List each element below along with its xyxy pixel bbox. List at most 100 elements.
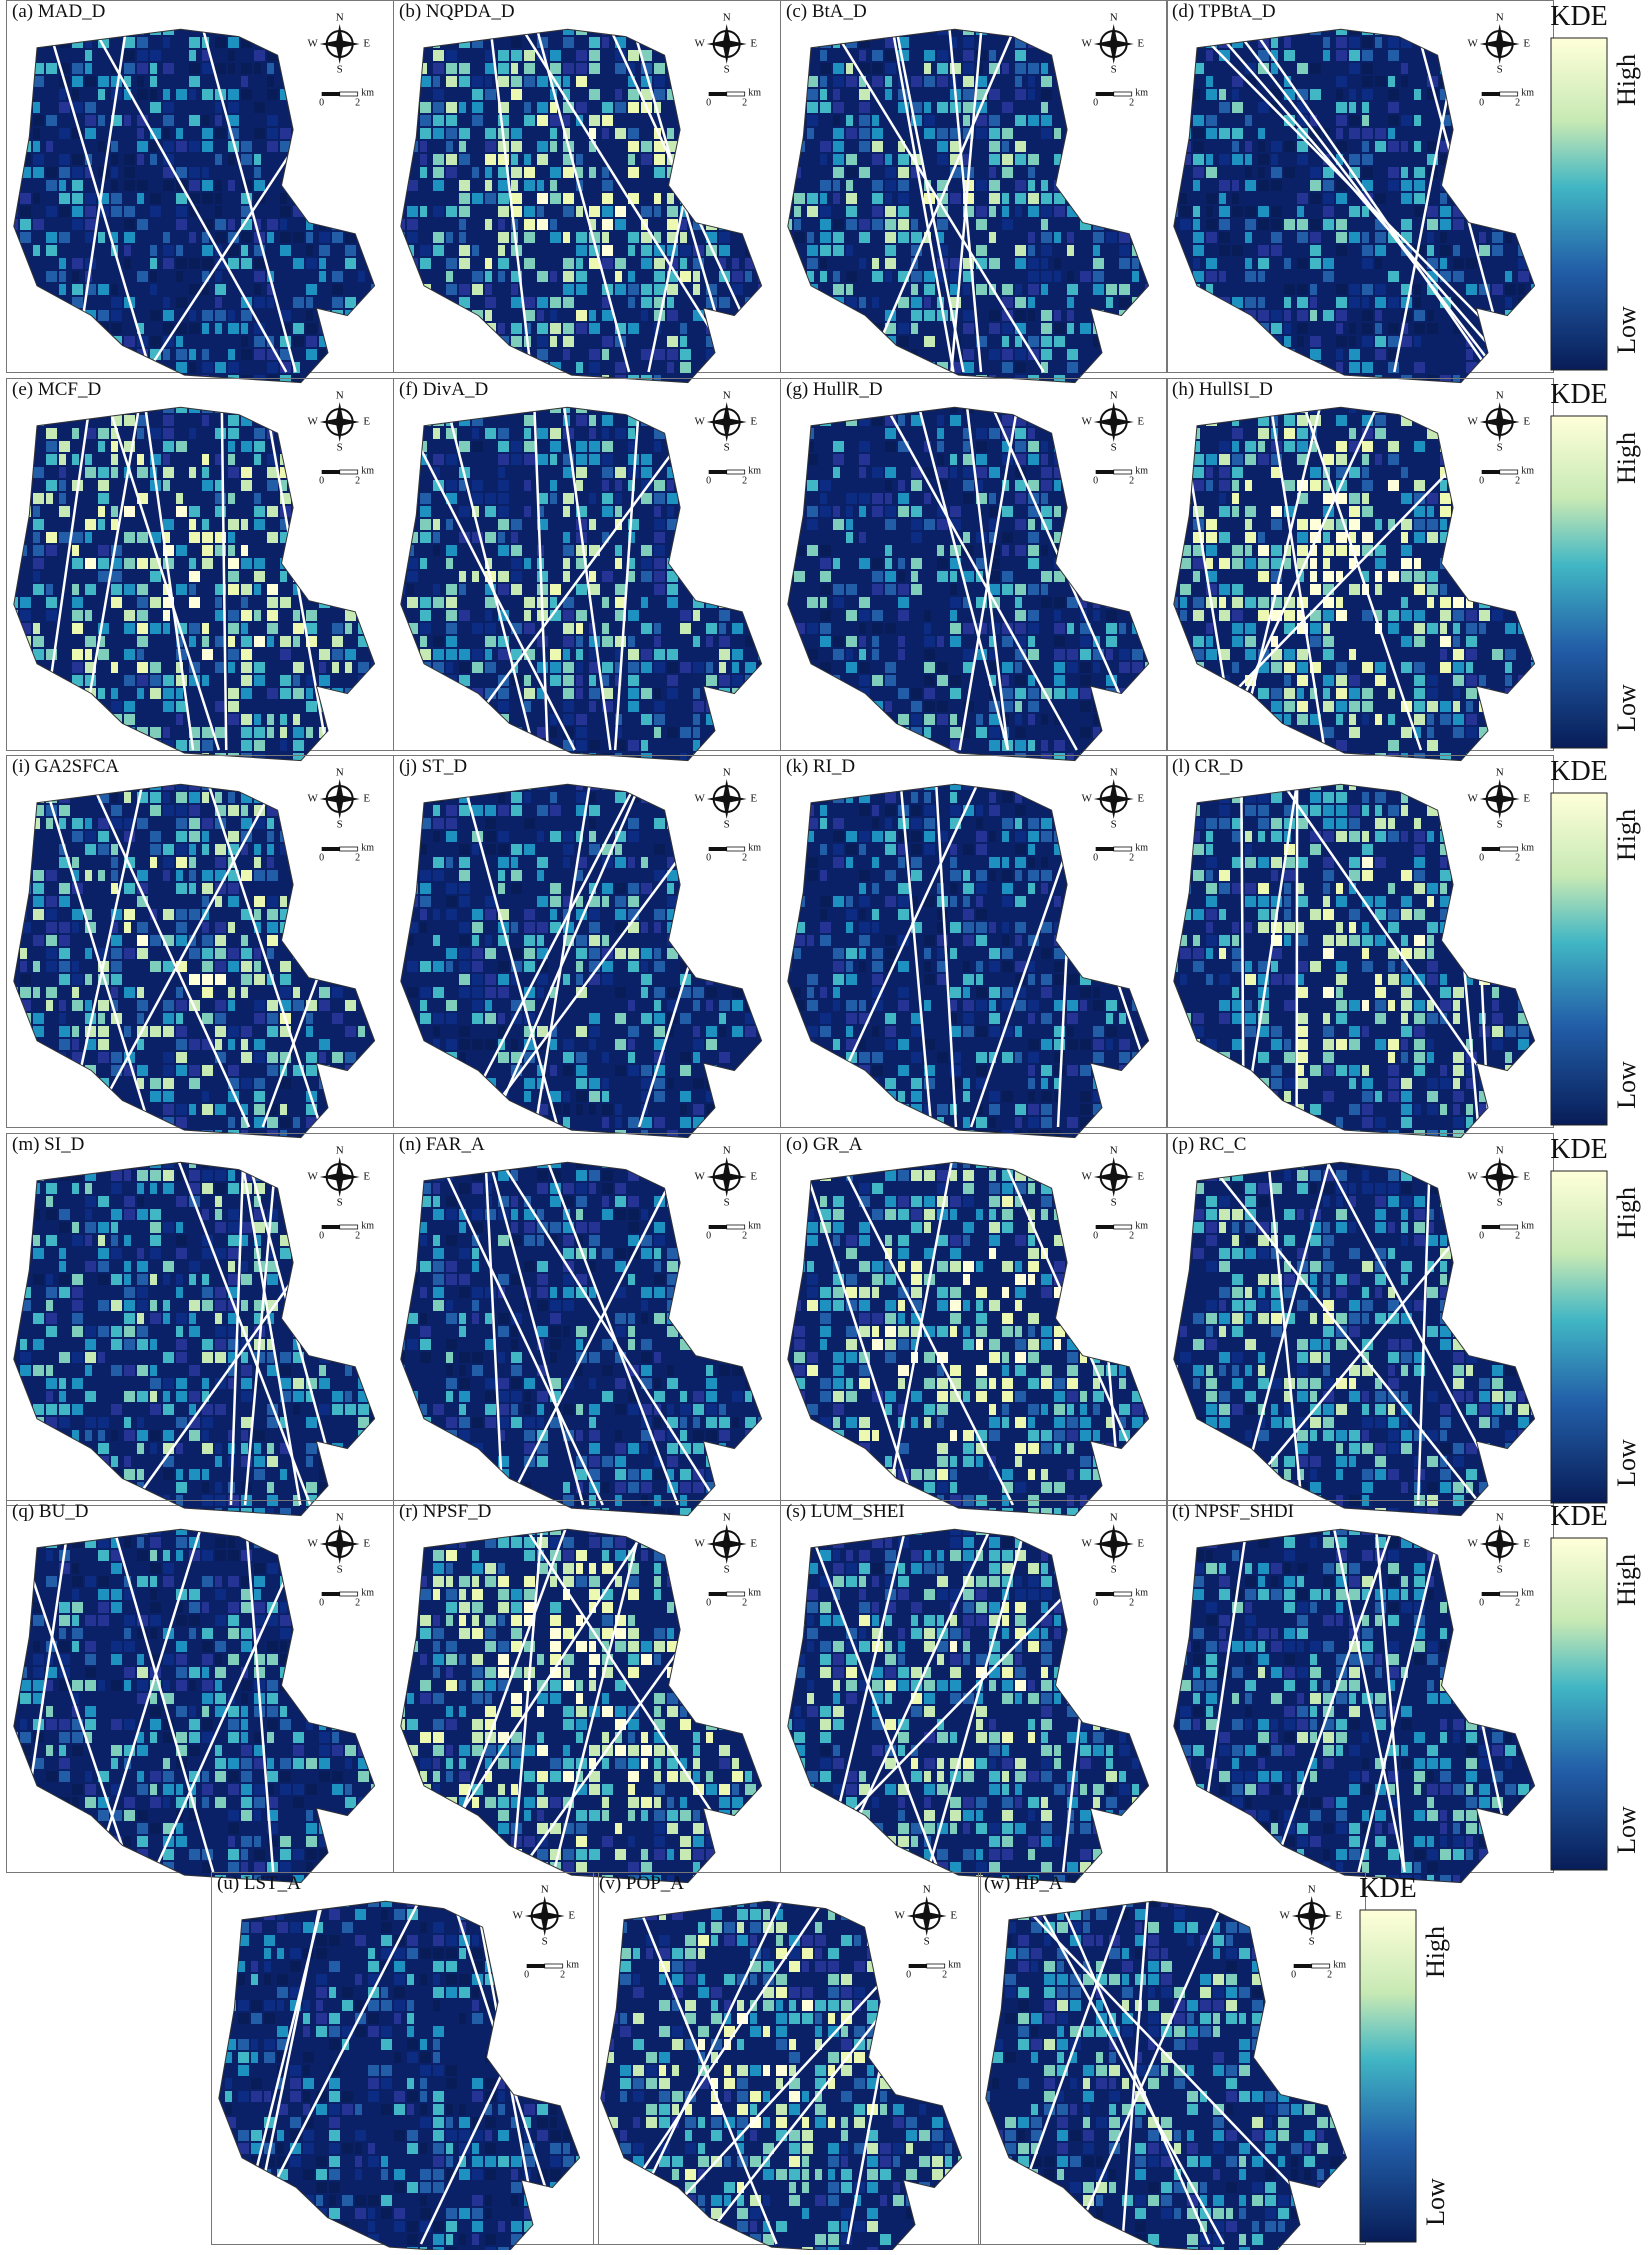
map-block (1232, 597, 1243, 608)
map-block (1362, 610, 1373, 621)
map-block (1544, 141, 1551, 152)
map-block (1362, 245, 1373, 256)
map-block (1173, 128, 1178, 139)
map-block (680, 219, 687, 230)
compass-n: N (723, 390, 731, 402)
map-block (13, 519, 18, 530)
map-block (794, 336, 805, 347)
map-block (371, 37, 375, 48)
map-block (898, 349, 905, 360)
map-block (1518, 336, 1525, 347)
map-block (1388, 362, 1399, 373)
map-block (1002, 662, 1013, 673)
map-block (963, 493, 974, 504)
map-block (1297, 310, 1308, 321)
map-block (1297, 415, 1308, 426)
map-block (1310, 245, 1321, 256)
map-block (589, 389, 600, 400)
map-block (358, 784, 365, 790)
map-block (615, 219, 626, 230)
map-block (758, 532, 762, 543)
map-block (1093, 336, 1104, 347)
scale-unit: km (748, 87, 761, 98)
map-block (693, 584, 704, 595)
map-block (846, 610, 857, 621)
map-block (254, 714, 261, 725)
map-block (1041, 63, 1048, 74)
map-block (1158, 545, 1165, 556)
map-block (150, 349, 161, 360)
map-block (1145, 37, 1149, 48)
map-block (13, 245, 18, 256)
map-block (794, 407, 805, 413)
map-block (1479, 753, 1486, 761)
map-block (20, 115, 31, 126)
map-block (898, 649, 905, 660)
map-block (1362, 76, 1373, 87)
map-block (1336, 102, 1347, 113)
map-block (924, 271, 935, 282)
map-block (898, 11, 909, 22)
map-block (1173, 493, 1178, 504)
map-block (1336, 454, 1347, 465)
map-block (13, 623, 18, 634)
map-block (72, 128, 83, 139)
map-block (446, 128, 457, 139)
road (532, 29, 631, 373)
map-block (1349, 675, 1360, 686)
map-block (1297, 102, 1308, 113)
map-panel: (i) GA2SFCA NSW E0 2km (6, 755, 394, 1139)
map-block (1206, 519, 1217, 530)
map-block (111, 727, 118, 738)
map-block (202, 558, 213, 569)
map-block (241, 753, 252, 761)
map-block (563, 467, 574, 478)
map-block (654, 141, 665, 152)
map-block (719, 558, 726, 569)
map-block (589, 323, 600, 334)
map-block (589, 675, 596, 686)
map-block (163, 597, 174, 608)
map-block (872, 193, 883, 204)
map-block (1173, 76, 1174, 87)
map-block (1054, 740, 1065, 751)
map-block (1245, 115, 1252, 126)
map-block (1297, 558, 1308, 569)
map-block (628, 428, 635, 439)
map-block (615, 766, 622, 777)
map-block (794, 506, 801, 517)
map-block (472, 193, 483, 204)
map-block (794, 219, 801, 230)
map-block (563, 558, 570, 569)
map-block (241, 407, 252, 413)
map-block (1028, 407, 1039, 413)
map-block (924, 519, 935, 530)
map-block (1093, 271, 1104, 282)
map-block (1297, 688, 1304, 699)
map-block (602, 232, 609, 243)
map-block (358, 441, 369, 452)
map-block (1080, 753, 1091, 761)
map-block (794, 519, 801, 530)
map-block (215, 506, 226, 517)
scale-bar (1481, 470, 1500, 474)
map-block (124, 37, 135, 48)
map-block (215, 545, 226, 556)
map-block (1041, 545, 1048, 556)
map-block (1258, 219, 1269, 230)
map-block (137, 792, 148, 803)
compass-n: N (1496, 390, 1504, 402)
map-block (189, 818, 200, 829)
map-block (667, 29, 678, 35)
map-block (433, 349, 444, 360)
map-block (267, 389, 278, 400)
map-block (319, 662, 326, 673)
map-block (241, 232, 252, 243)
map-block (820, 701, 831, 712)
map-block (1054, 128, 1061, 139)
map-block (976, 50, 987, 61)
map-block (485, 258, 492, 269)
map-block (1145, 597, 1149, 608)
map-block (1180, 610, 1187, 621)
map-block (1427, 623, 1438, 634)
